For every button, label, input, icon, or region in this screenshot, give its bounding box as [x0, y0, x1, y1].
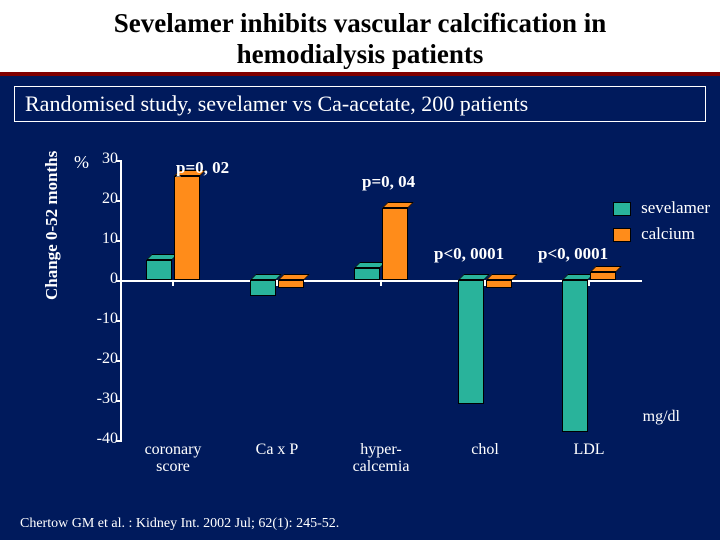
bar	[250, 280, 276, 296]
xtick-mark	[588, 280, 590, 286]
xtick-mark	[276, 280, 278, 286]
subtitle-box: Randomised study, sevelamer vs Ca-acetat…	[14, 86, 706, 122]
bar	[486, 280, 512, 288]
p-annotation: p=0, 04	[362, 172, 415, 192]
page-title: Sevelamer inhibits vascular calcificatio…	[10, 8, 710, 70]
bar	[146, 260, 172, 280]
ytick-label: 10	[78, 230, 118, 248]
legend-sevelamer: sevelamer	[613, 198, 710, 218]
ytick-mark	[116, 360, 122, 362]
xlabel: coronaryscore	[128, 442, 218, 476]
ytick-mark	[116, 320, 122, 322]
legend-swatch-calcium	[613, 228, 631, 242]
xtick-mark	[172, 280, 174, 286]
subtitle: Randomised study, sevelamer vs Ca-acetat…	[25, 91, 695, 117]
xlabel: hyper-calcemia	[336, 442, 426, 476]
p-annotation: p<0, 0001	[538, 244, 608, 264]
p-annotation: p<0, 0001	[434, 244, 504, 264]
legend-label-sevelamer: sevelamer	[641, 198, 710, 217]
ytick-mark	[116, 440, 122, 442]
ytick-label: -10	[78, 310, 118, 328]
legend-calcium: calcium	[613, 224, 710, 244]
ytick-label: -30	[78, 390, 118, 408]
xtick-mark	[484, 280, 486, 286]
bar	[562, 280, 588, 432]
bar	[278, 280, 304, 288]
xlabel: chol	[440, 442, 530, 459]
ytick-mark	[116, 240, 122, 242]
title-line1: Sevelamer inhibits vascular calcificatio…	[114, 8, 607, 38]
ytick-label: -20	[78, 350, 118, 368]
ytick-mark	[116, 400, 122, 402]
title-line2: hemodialysis patients	[237, 39, 484, 69]
bar	[354, 268, 380, 280]
bar	[382, 208, 408, 280]
bar	[590, 272, 616, 280]
yaxis-title: Change 0-52 months	[42, 151, 62, 300]
ytick-label: 20	[78, 190, 118, 208]
mgdl-label: mg/dl	[643, 408, 680, 426]
xtick-mark	[380, 280, 382, 286]
bar	[458, 280, 484, 404]
bar	[174, 176, 200, 280]
citation: Chertow GM et al. : Kidney Int. 2002 Jul…	[20, 516, 339, 532]
ytick-mark	[116, 280, 122, 282]
ytick-label: 0	[78, 270, 118, 288]
chart-area: Change 0-52 months -40-30-20-100102030co…	[50, 150, 690, 480]
xlabel: LDL	[544, 442, 634, 459]
ytick-label: -40	[78, 430, 118, 448]
bar-cap	[382, 202, 414, 208]
xlabel: Ca x P	[232, 442, 322, 459]
legend: sevelamer calcium	[613, 198, 710, 250]
p-annotation: p=0, 02	[176, 158, 229, 178]
legend-swatch-sevelamer	[613, 202, 631, 216]
ytick-label: 30	[78, 150, 118, 168]
title-band: Sevelamer inhibits vascular calcificatio…	[0, 0, 720, 76]
plot-region: -40-30-20-100102030coronaryscoreCa x Phy…	[120, 160, 642, 440]
legend-label-calcium: calcium	[641, 224, 695, 243]
ytick-mark	[116, 160, 122, 162]
bar-cap	[590, 266, 622, 272]
ytick-mark	[116, 200, 122, 202]
